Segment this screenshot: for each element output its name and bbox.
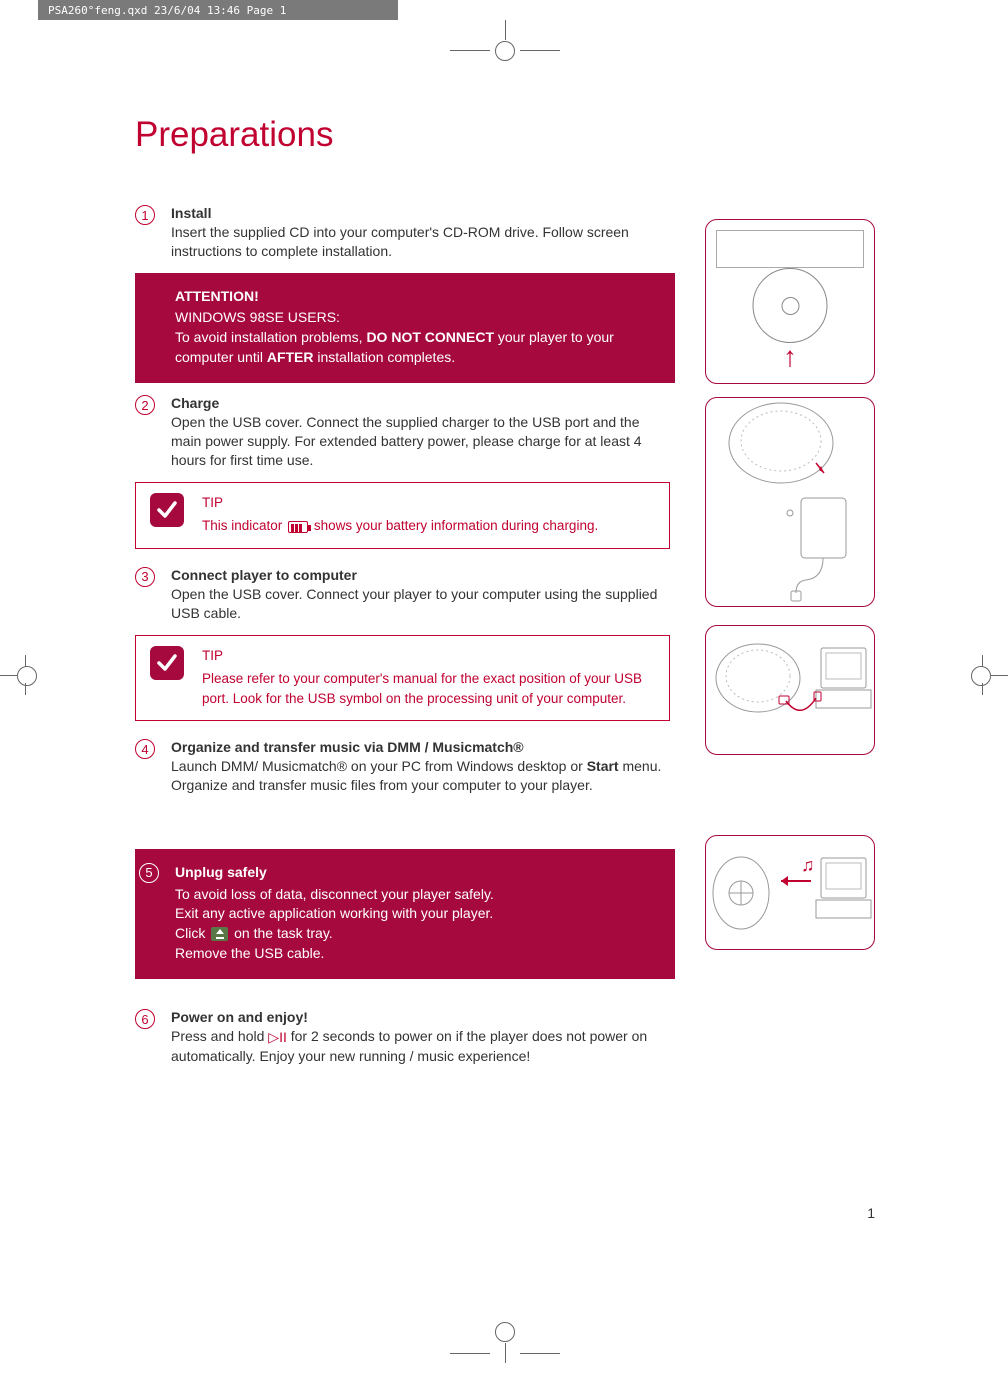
step-install-heading: Install xyxy=(171,205,671,221)
checkmark-icon xyxy=(150,493,184,527)
page-content: Preparations 1 Install Insert the suppli… xyxy=(135,115,875,1078)
step-number-3: 3 xyxy=(135,567,155,587)
step-install-text: Insert the supplied CD into your compute… xyxy=(171,223,671,261)
step-organize-text: Launch DMM/ Musicmatch® on your PC from … xyxy=(171,757,671,795)
tip-charging: TIP This indicator shows your battery in… xyxy=(135,482,670,549)
unplug-line1: To avoid loss of data, disconnect your p… xyxy=(175,885,494,905)
arrow-up-icon: ↑ xyxy=(783,341,797,373)
checkmark-icon xyxy=(150,646,184,680)
step-number-2: 2 xyxy=(135,395,155,415)
step-number-6: 6 xyxy=(135,1009,155,1029)
attention-line2: To avoid installation problems, DO NOT C… xyxy=(175,328,657,367)
illustration-usb-computer xyxy=(705,625,875,755)
tip-usb-text: Please refer to your computer's manual f… xyxy=(202,669,651,708)
illustration-cd-drive: ↑ xyxy=(705,219,875,384)
tip-label: TIP xyxy=(202,493,651,513)
step-organize-heading: Organize and transfer music via DMM / Mu… xyxy=(171,739,671,755)
illustration-charger xyxy=(705,397,875,607)
tip-usb: TIP Please refer to your computer's manu… xyxy=(135,635,670,722)
page-title: Preparations xyxy=(135,115,875,155)
crop-mark-bottom xyxy=(450,1323,560,1363)
attention-box: ATTENTION! WINDOWS 98SE USERS: To avoid … xyxy=(135,273,675,383)
crop-mark-top xyxy=(450,20,560,60)
tip-charging-text: This indicator shows your battery inform… xyxy=(202,516,651,536)
tip-label: TIP xyxy=(202,646,651,666)
step-connect-heading: Connect player to computer xyxy=(171,567,671,583)
svg-text:♫: ♫ xyxy=(801,855,815,875)
step-charge-text: Open the USB cover. Connect the supplied… xyxy=(171,413,671,470)
step-poweron: 6 Power on and enjoy! Press and hold ▷II… xyxy=(135,1009,875,1066)
step-number-1: 1 xyxy=(135,205,155,225)
print-header: PSA260°feng.qxd 23/6/04 13:46 Page 1 xyxy=(38,0,398,20)
unplug-line3: Click on the task tray. xyxy=(175,924,494,944)
eject-icon xyxy=(211,927,228,941)
unplug-box: 5 Unplug safely To avoid loss of data, d… xyxy=(135,849,675,979)
unplug-line4: Remove the USB cable. xyxy=(175,944,494,964)
step-number-5: 5 xyxy=(139,863,159,883)
step-connect-text: Open the USB cover. Connect your player … xyxy=(171,585,671,623)
unplug-heading: Unplug safely xyxy=(175,863,494,883)
play-pause-icon: ▷II xyxy=(268,1028,287,1047)
step-poweron-text: Press and hold ▷II for 2 seconds to powe… xyxy=(171,1027,671,1066)
step-poweron-heading: Power on and enjoy! xyxy=(171,1009,671,1025)
illustration-transfer: ♫ xyxy=(705,835,875,950)
step-charge-heading: Charge xyxy=(171,395,671,411)
unplug-line2: Exit any active application working with… xyxy=(175,904,494,924)
step-number-4: 4 xyxy=(135,739,155,759)
attention-heading: ATTENTION! xyxy=(175,287,657,307)
crop-mark-right xyxy=(958,655,1008,695)
battery-icon xyxy=(288,521,308,533)
page-number: 1 xyxy=(867,1205,875,1221)
attention-line1: WINDOWS 98SE USERS: xyxy=(175,308,657,328)
crop-mark-left xyxy=(0,655,50,695)
